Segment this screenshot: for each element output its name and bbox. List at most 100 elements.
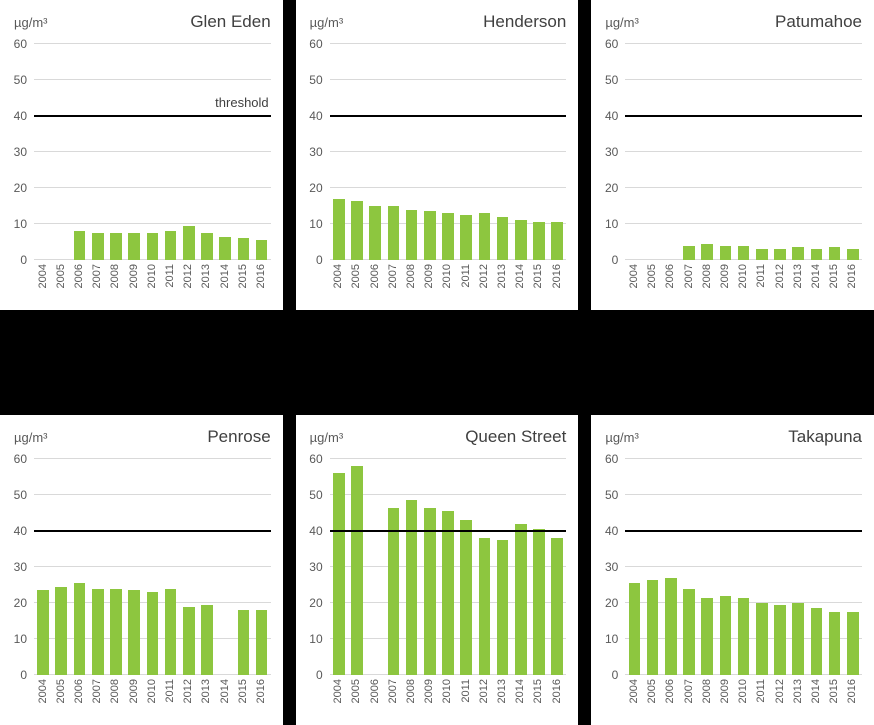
x-tick-2005: 2005	[348, 264, 366, 310]
bar-2010	[146, 233, 159, 260]
bar-slot-2010	[143, 459, 161, 675]
x-tick-2008: 2008	[107, 679, 125, 725]
x-axis-labels: 2004 2005 2006 2007 2008 2009 2010 2011 2012 2013…	[34, 675, 271, 725]
x-axis-labels: 2004 2005 2006 2007 2008 2009 2010 2011 2012 2013…	[34, 260, 271, 310]
x-tick-2015: 2015	[826, 679, 844, 725]
bar-2012	[478, 213, 491, 260]
bar-slot-2005	[644, 459, 662, 675]
y-tick-label: 60	[604, 37, 619, 51]
bar-2012	[182, 606, 195, 675]
bar-slot-2006	[662, 459, 680, 675]
x-tick-2016: 2016	[548, 264, 566, 310]
x-tick-label: 2010	[737, 264, 750, 289]
bar-slot-2004	[330, 44, 348, 260]
x-tick-2015: 2015	[234, 679, 252, 725]
bars	[625, 459, 862, 675]
bar-2011	[164, 231, 177, 260]
x-tick-2013: 2013	[198, 264, 216, 310]
bar-2005	[55, 586, 68, 675]
x-axis-labels: 2004 2005 2006 2007 2008 2009 2010 2011 2012 2013…	[625, 260, 862, 310]
x-tick-2007: 2007	[89, 264, 107, 310]
y-tick-label: 50	[604, 73, 619, 87]
threshold-line	[34, 530, 271, 533]
x-tick-label: 2004	[36, 679, 49, 704]
bar-slot-2009	[125, 459, 143, 675]
x-tick-label: 2014	[809, 264, 822, 289]
bars	[34, 459, 271, 675]
y-tick-label: 40	[13, 109, 27, 124]
bar-slot-2010	[439, 44, 457, 260]
bar-2011	[164, 588, 177, 675]
bar-2009	[719, 595, 732, 675]
x-tick-2015: 2015	[530, 264, 548, 310]
x-tick-2011: 2011	[161, 264, 179, 310]
y-tick-label: 10	[604, 217, 619, 232]
bar-2014	[810, 249, 823, 260]
bar-slot-2012	[475, 44, 493, 260]
bar-2014	[514, 220, 527, 260]
bar-2013	[496, 540, 509, 675]
gridline-y30	[34, 151, 271, 152]
y-tick-label: 0	[315, 668, 323, 682]
x-tick-label: 2008	[700, 264, 713, 289]
x-tick-label: 2011	[755, 679, 768, 703]
bar-slot-2010	[735, 44, 753, 260]
y-tick-label: 30	[604, 145, 619, 159]
x-tick-2004: 2004	[625, 264, 643, 310]
bar-slot-2010	[439, 459, 457, 675]
bar-2007	[683, 588, 695, 675]
x-tick-2007: 2007	[89, 679, 107, 725]
bars	[34, 44, 271, 260]
bar-slot-2005	[348, 44, 366, 260]
bar-2014	[514, 523, 527, 675]
x-tick-2013: 2013	[493, 679, 511, 725]
y-tick-label: 30	[604, 560, 619, 574]
bar-slot-2005	[52, 459, 70, 675]
bar-2016	[255, 610, 268, 675]
x-tick-2013: 2013	[789, 264, 807, 310]
bar-slot-2004	[625, 459, 643, 675]
x-tick-2012: 2012	[771, 679, 789, 725]
y-tick-label: 20	[604, 596, 619, 611]
x-tick-label: 2013	[200, 679, 213, 704]
y-axis-unit-label: µg/m³	[14, 14, 48, 30]
bar-slot-2007	[680, 44, 698, 260]
gridline-y50	[329, 79, 567, 80]
y-axis-unit-label: µg/m³	[14, 429, 48, 445]
x-tick-2010: 2010	[735, 264, 753, 310]
plot-area: 0 10 20 30 40 50 60	[605, 38, 862, 266]
x-tick-label: 2016	[550, 679, 563, 704]
x-tick-label: 2011	[755, 264, 768, 288]
chart-panel-patumahoe: µg/m³ Patumahoe 0 10 20 30 40 50 60 2004 2005 20…	[591, 0, 874, 310]
threshold-line	[329, 530, 567, 533]
x-tick-label: 2014	[514, 264, 527, 289]
bar-2005	[646, 579, 659, 675]
x-tick-label: 2006	[73, 679, 85, 704]
gridline-y60	[625, 458, 862, 459]
x-tick-2008: 2008	[402, 264, 420, 310]
bar-slot-2005	[644, 44, 662, 260]
x-tick-2016: 2016	[548, 679, 566, 725]
bar-2015	[237, 610, 250, 675]
x-tick-label: 2015	[236, 264, 249, 289]
bar-slot-2004	[34, 44, 52, 260]
y-tick-label: 0	[20, 253, 27, 267]
bar-slot-2013	[198, 44, 216, 260]
bar-slot-2012	[771, 459, 789, 675]
bar-slot-2015	[826, 44, 844, 260]
bar-slot-2004	[625, 44, 643, 260]
x-tick-2012: 2012	[475, 679, 493, 725]
x-tick-2010: 2010	[143, 264, 161, 310]
x-tick-2012: 2012	[180, 264, 198, 310]
bar-2011	[756, 249, 768, 260]
bar-2012	[478, 538, 491, 675]
gridline-y60	[329, 458, 567, 459]
x-tick-label: 2016	[255, 264, 268, 289]
bar-slot-2013	[493, 44, 511, 260]
x-tick-2009: 2009	[421, 679, 439, 725]
y-tick-label: 60	[13, 452, 27, 466]
gridline-y10	[625, 223, 862, 225]
bar-slot-2015	[530, 44, 548, 260]
bar-slot-2006	[70, 459, 88, 675]
bar-2008	[701, 597, 714, 675]
